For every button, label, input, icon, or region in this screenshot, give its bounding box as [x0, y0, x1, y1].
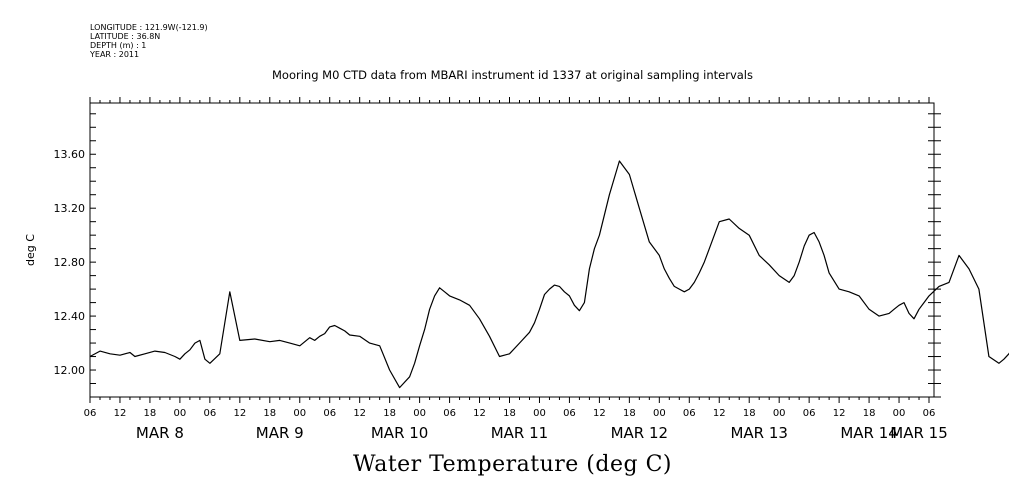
x-tick-label: 06 — [683, 408, 696, 419]
x-tick-label: 06 — [923, 408, 936, 419]
x-tick-label: 00 — [893, 408, 906, 419]
x-tick-label: 06 — [563, 408, 576, 419]
y-tick-label: 12.40 — [54, 310, 86, 323]
x-tick-label: 06 — [203, 408, 216, 419]
x-day-label: MAR 11 — [491, 424, 548, 442]
y-tick-label: 12.80 — [54, 256, 86, 269]
x-day-label: MAR 10 — [371, 424, 428, 442]
x-tick-label: 06 — [803, 408, 816, 419]
x-tick-label: 00 — [773, 408, 786, 419]
series-line — [89, 160, 1009, 389]
chart-title: Mooring M0 CTD data from MBARI instrumen… — [272, 68, 753, 82]
x-tick-label: 18 — [503, 408, 516, 419]
x-tick-label: 06 — [84, 408, 97, 419]
depth-text: DEPTH (m) : 1 — [90, 41, 147, 50]
x-day-label: MAR 12 — [611, 424, 668, 442]
latitude-text: LATITUDE : 36.8N — [90, 32, 161, 41]
year-text: YEAR : 2011 — [90, 50, 140, 59]
x-tick-label: 12 — [473, 408, 486, 419]
x-tick-label: 18 — [863, 408, 876, 419]
x-axis-title: Water Temperature (deg C) — [353, 452, 672, 477]
plot-frame — [89, 102, 935, 398]
x-tick-label: 12 — [593, 408, 606, 419]
x-tick-label: 12 — [833, 408, 846, 419]
x-tick-label: 12 — [114, 408, 127, 419]
x-tick-label: 00 — [174, 408, 187, 419]
x-day-label: MAR 14 — [840, 424, 897, 442]
x-tick-label: 18 — [743, 408, 756, 419]
x-day-label: MAR 9 — [256, 424, 304, 442]
y-tick-label: 12.00 — [54, 364, 86, 377]
x-day-label: MAR 15 — [890, 424, 947, 442]
x-tick-label: 06 — [323, 408, 336, 419]
x-tick-label: 12 — [353, 408, 366, 419]
x-tick-label: 12 — [233, 408, 246, 419]
x-tick-label: 00 — [533, 408, 546, 419]
x-tick-label: 06 — [443, 408, 456, 419]
x-tick-label: 00 — [413, 408, 426, 419]
x-day-label: MAR 8 — [136, 424, 184, 442]
x-tick-label: 18 — [623, 408, 636, 419]
x-tick-label: 00 — [653, 408, 666, 419]
x-day-label: MAR 13 — [730, 424, 787, 442]
x-tick-label: 18 — [263, 408, 276, 419]
x-tick-label: 12 — [713, 408, 726, 419]
x-tick-label: 18 — [383, 408, 396, 419]
x-tick-label: 00 — [293, 408, 306, 419]
y-tick-label: 13.60 — [54, 148, 86, 161]
y-axis-title: deg C — [24, 234, 37, 266]
y-tick-label: 13.20 — [54, 202, 86, 215]
longitude-text: LONGITUDE : 121.9W(-121.9) — [90, 23, 208, 32]
x-tick-label: 18 — [144, 408, 157, 419]
